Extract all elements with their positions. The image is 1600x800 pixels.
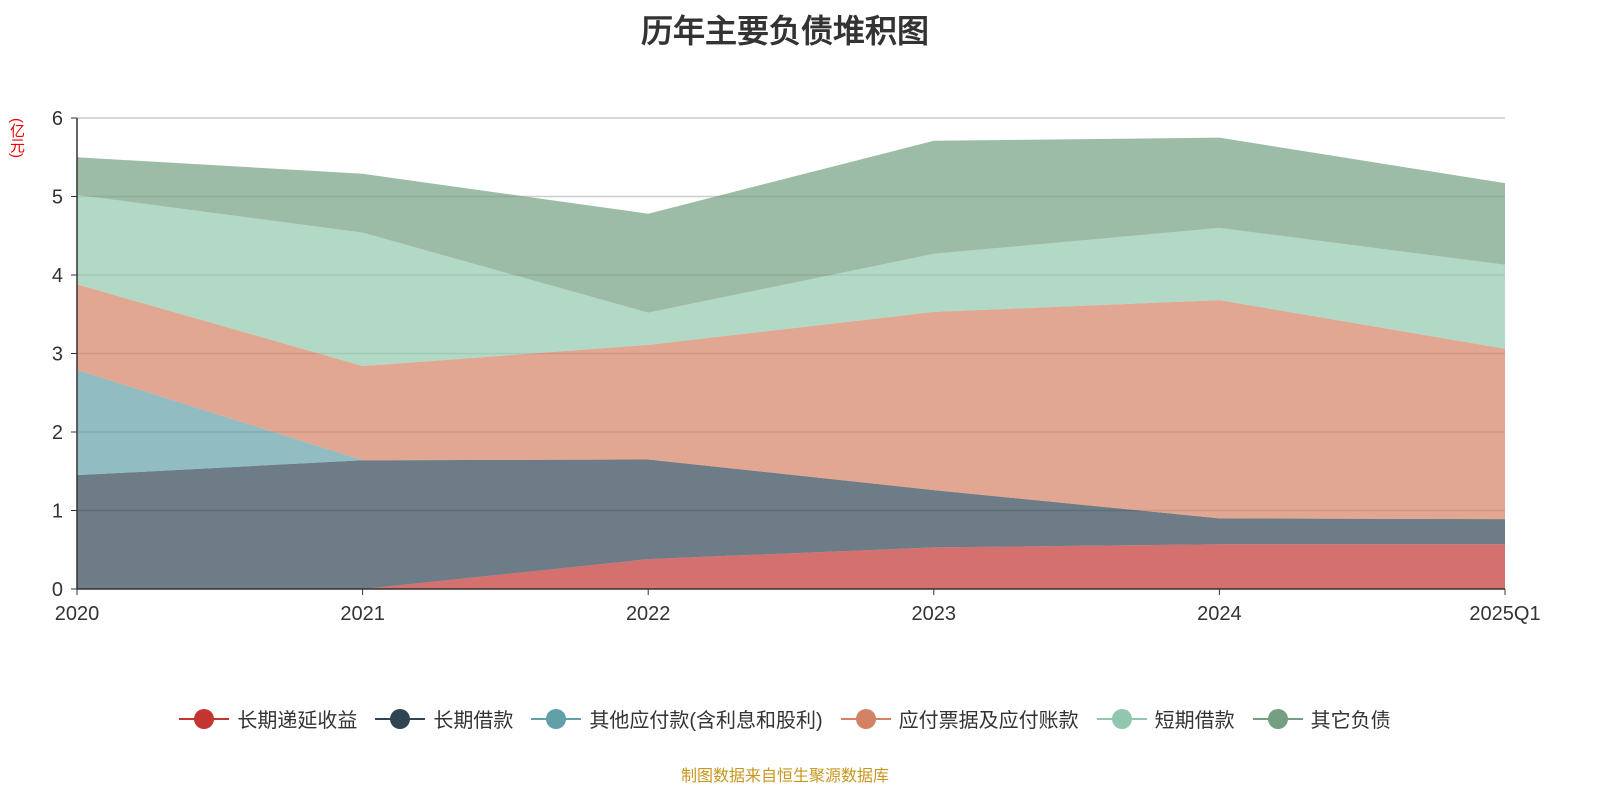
legend-label: 长期借款 (433, 710, 514, 732)
area-series-5 (77, 137, 1505, 313)
legend-marker-icon (179, 708, 230, 729)
y-tick-label: 3 (52, 344, 63, 366)
legend-marker-icon (1096, 708, 1147, 729)
area-series-1 (77, 459, 1505, 589)
area-series-0 (77, 544, 1505, 589)
legend-item[interactable]: 其它负债 (1252, 704, 1391, 733)
y-tick-label: 5 (52, 187, 63, 209)
x-tick-label: 2024 (1197, 603, 1242, 625)
y-tick-label: 1 (52, 501, 63, 523)
legend-marker-icon (840, 708, 891, 729)
legend-label: 长期递延收益 (237, 710, 358, 732)
legend-item[interactable]: 长期借款 (375, 704, 513, 733)
legend-marker-icon (1252, 708, 1303, 729)
legend-marker-icon (375, 708, 426, 729)
y-tick-label: 2 (52, 422, 63, 444)
legend-item[interactable]: 长期递延收益 (179, 704, 357, 733)
legend-item[interactable]: 短期借款 (1096, 704, 1235, 733)
area-series-3 (77, 284, 1505, 520)
data-source: 制图数据来自恒生聚源数据库 (680, 768, 889, 785)
legend-label: 应付票据及应付账款 (898, 710, 1079, 732)
y-axis-unit: (亿元) (8, 118, 25, 158)
chart-title: 历年主要负债堆积图 (640, 13, 929, 49)
y-tick-label: 6 (52, 108, 63, 130)
legend-marker-icon (531, 708, 582, 729)
y-tick-label: 4 (52, 265, 63, 287)
x-tick-label: 2020 (55, 603, 100, 625)
legend-item[interactable]: 其他应付款(含利息和股利) (531, 704, 823, 733)
legend-item[interactable]: 应付票据及应付账款 (840, 704, 1079, 733)
x-tick-label: 2023 (912, 603, 957, 625)
legend-label: 其它负债 (1310, 710, 1391, 732)
y-tick-label: 0 (52, 579, 63, 601)
legend: 长期递延收益 长期借款 其他应付款(含利息和股利) 应付票据及应付账款 短期借款 其它负债 (0, 704, 1570, 733)
stacked-area-chart: 0 1 2 3 4 5 6 2020 2021 2022 2023 2024 2025Q1 (52, 108, 1541, 625)
area-series-4 (77, 194, 1505, 367)
legend-label: 短期借款 (1154, 710, 1235, 732)
legend-label: 其他应付款(含利息和股利) (589, 710, 823, 732)
x-tick-label: 2025Q1 (1469, 603, 1540, 625)
x-tick-label: 2022 (626, 603, 671, 625)
x-tick-label: 2021 (340, 603, 385, 625)
